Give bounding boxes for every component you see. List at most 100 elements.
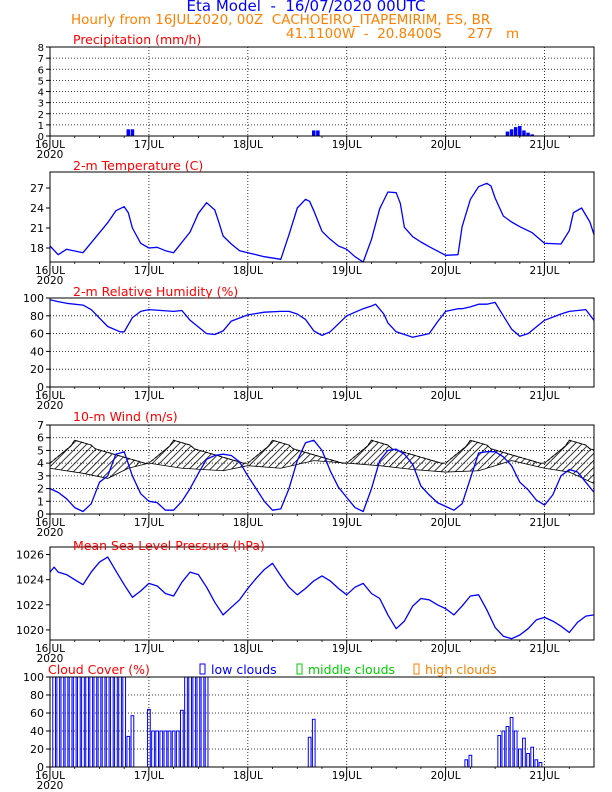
panel-title: Precipitation (mm/h) <box>73 32 201 47</box>
cloud-bar <box>509 717 514 768</box>
panel-title: 10-m Wind (m/s) <box>73 409 178 424</box>
y-tick-label: 100 <box>23 671 44 684</box>
x-tick-label: 21JUL <box>530 517 560 529</box>
x-tick-label: 18JUL <box>233 390 263 402</box>
cloud-bar <box>505 726 510 768</box>
y-tick-label: 21 <box>30 222 44 235</box>
x-year-label: 2020 <box>37 527 64 539</box>
cloud-bar <box>538 762 543 768</box>
y-tick-label: 1 <box>37 495 44 508</box>
panel-mslp: 1020 1022 1024 1026 16JUL 17JUL 18JUL 19JUL 20JU… <box>16 538 595 665</box>
x-tick-label: 18JUL <box>233 770 263 782</box>
station-subtitle: Hourly from 16JUL2020, 00Z CACHOEIRO_ITA… <box>71 12 491 28</box>
cloud-bar <box>105 676 110 768</box>
x-year-label: 2020 <box>37 400 64 412</box>
cloud-bar <box>517 748 522 768</box>
precip-bar <box>509 129 514 136</box>
cloud-bar <box>497 735 502 768</box>
cloud-bar <box>93 676 98 768</box>
x-tick-label: 21JUL <box>530 643 560 655</box>
cloud-bar <box>192 676 197 768</box>
y-tick-label: 40 <box>30 725 44 738</box>
x-tick-label: 21JUL <box>530 390 560 402</box>
y-tick-label: 1020 <box>16 624 44 637</box>
panel-title: Cloud Cover (%) <box>48 662 150 677</box>
panel-title: 2-m Temperature (C) <box>73 158 203 173</box>
wind-series-line <box>49 439 595 513</box>
plot-frame <box>49 297 595 388</box>
y-tick-label: 2 <box>37 483 44 496</box>
panel-cloud: 0 20 40 60 80 100 16JUL 17JUL 18JUL 19JUL 20JUL 21J… <box>23 662 595 792</box>
x-year-label: 2020 <box>37 653 64 665</box>
mslp-series-line <box>49 556 595 640</box>
model-title: Eta Model - 16/07/2020 00UTC <box>186 0 426 15</box>
x-tick-label: 20JUL <box>431 643 461 655</box>
cloud-bar <box>60 676 65 768</box>
cloud-bar <box>307 736 312 768</box>
cloud-bar <box>97 676 102 768</box>
cloud-bar <box>89 676 94 768</box>
legend-label: middle clouds <box>308 662 395 677</box>
panel-temp: 18 21 24 27 16JUL 17JUL 18JUL 19JUL 20JUL 21JUL 20… <box>30 158 595 287</box>
cloud-bar <box>130 715 135 768</box>
y-tick-label: 80 <box>30 310 44 323</box>
y-tick-label: 24 <box>30 202 44 215</box>
cloud-bar <box>64 676 69 768</box>
cloud-bar <box>204 676 209 768</box>
y-tick-label: 18 <box>30 242 44 255</box>
cloud-bar <box>468 754 473 768</box>
cloud-bar <box>56 676 61 768</box>
x-tick-label: 17JUL <box>134 770 164 782</box>
plot-frame <box>49 676 595 768</box>
legend-swatch <box>413 663 420 675</box>
x-tick-label: 19JUL <box>332 139 362 151</box>
x-tick-label: 18JUL <box>233 139 263 151</box>
x-tick-label: 20JUL <box>431 265 461 277</box>
y-tick-label: 40 <box>30 345 44 358</box>
x-tick-label: 20JUL <box>431 390 461 402</box>
y-tick-label: 1024 <box>16 574 44 587</box>
x-tick-label: 17JUL <box>134 643 164 655</box>
legend-swatch <box>199 663 206 675</box>
precip-bar <box>518 125 522 136</box>
y-tick-label: 2 <box>38 110 44 121</box>
cloud-bar <box>81 676 85 768</box>
precip-bar <box>311 130 316 136</box>
y-tick-label: 1 <box>38 121 44 132</box>
precip-bar <box>526 132 530 136</box>
y-tick-label: 27 <box>30 182 44 195</box>
cloud-bar <box>155 730 160 768</box>
y-tick-label: 0 <box>38 132 44 143</box>
y-tick-label: 0 <box>37 761 44 774</box>
cloud-bar <box>464 759 469 768</box>
x-tick-label: 19JUL <box>332 390 362 402</box>
y-tick-label: 5 <box>37 444 44 457</box>
cloud-bar <box>72 676 77 768</box>
y-tick-label: 1022 <box>16 599 44 612</box>
x-tick-label: 18JUL <box>233 643 263 655</box>
x-tick-label: 16JUL <box>35 265 65 277</box>
y-tick-label: 4 <box>37 457 44 470</box>
cloud-bar <box>175 730 180 768</box>
plot-frame <box>49 546 595 641</box>
y-tick-label: 80 <box>30 689 44 702</box>
plot-frame <box>49 424 595 515</box>
precip-bar <box>505 131 510 136</box>
cloud-bar <box>85 676 89 768</box>
cloud-bar <box>530 746 535 768</box>
temp-series-line <box>49 182 595 263</box>
x-year-label: 2020 <box>37 780 64 792</box>
x-tick-label: 19JUL <box>332 517 362 529</box>
x-tick-label: 17JUL <box>134 139 164 151</box>
x-tick-label: 21JUL <box>530 770 560 782</box>
rh-series-line <box>49 299 595 338</box>
y-tick-label: 5 <box>38 76 44 87</box>
y-tick-label: 20 <box>30 743 44 756</box>
x-tick-label: 17JUL <box>134 390 164 402</box>
precip-bar <box>130 129 135 136</box>
panel-rh: 0 20 40 60 80 100 16JUL 17JUL 18JUL 19JUL 20JUL 21J… <box>23 284 595 412</box>
x-tick-label: 17JUL <box>134 265 164 277</box>
cloud-bar <box>188 676 192 768</box>
y-tick-label: 60 <box>30 328 44 341</box>
